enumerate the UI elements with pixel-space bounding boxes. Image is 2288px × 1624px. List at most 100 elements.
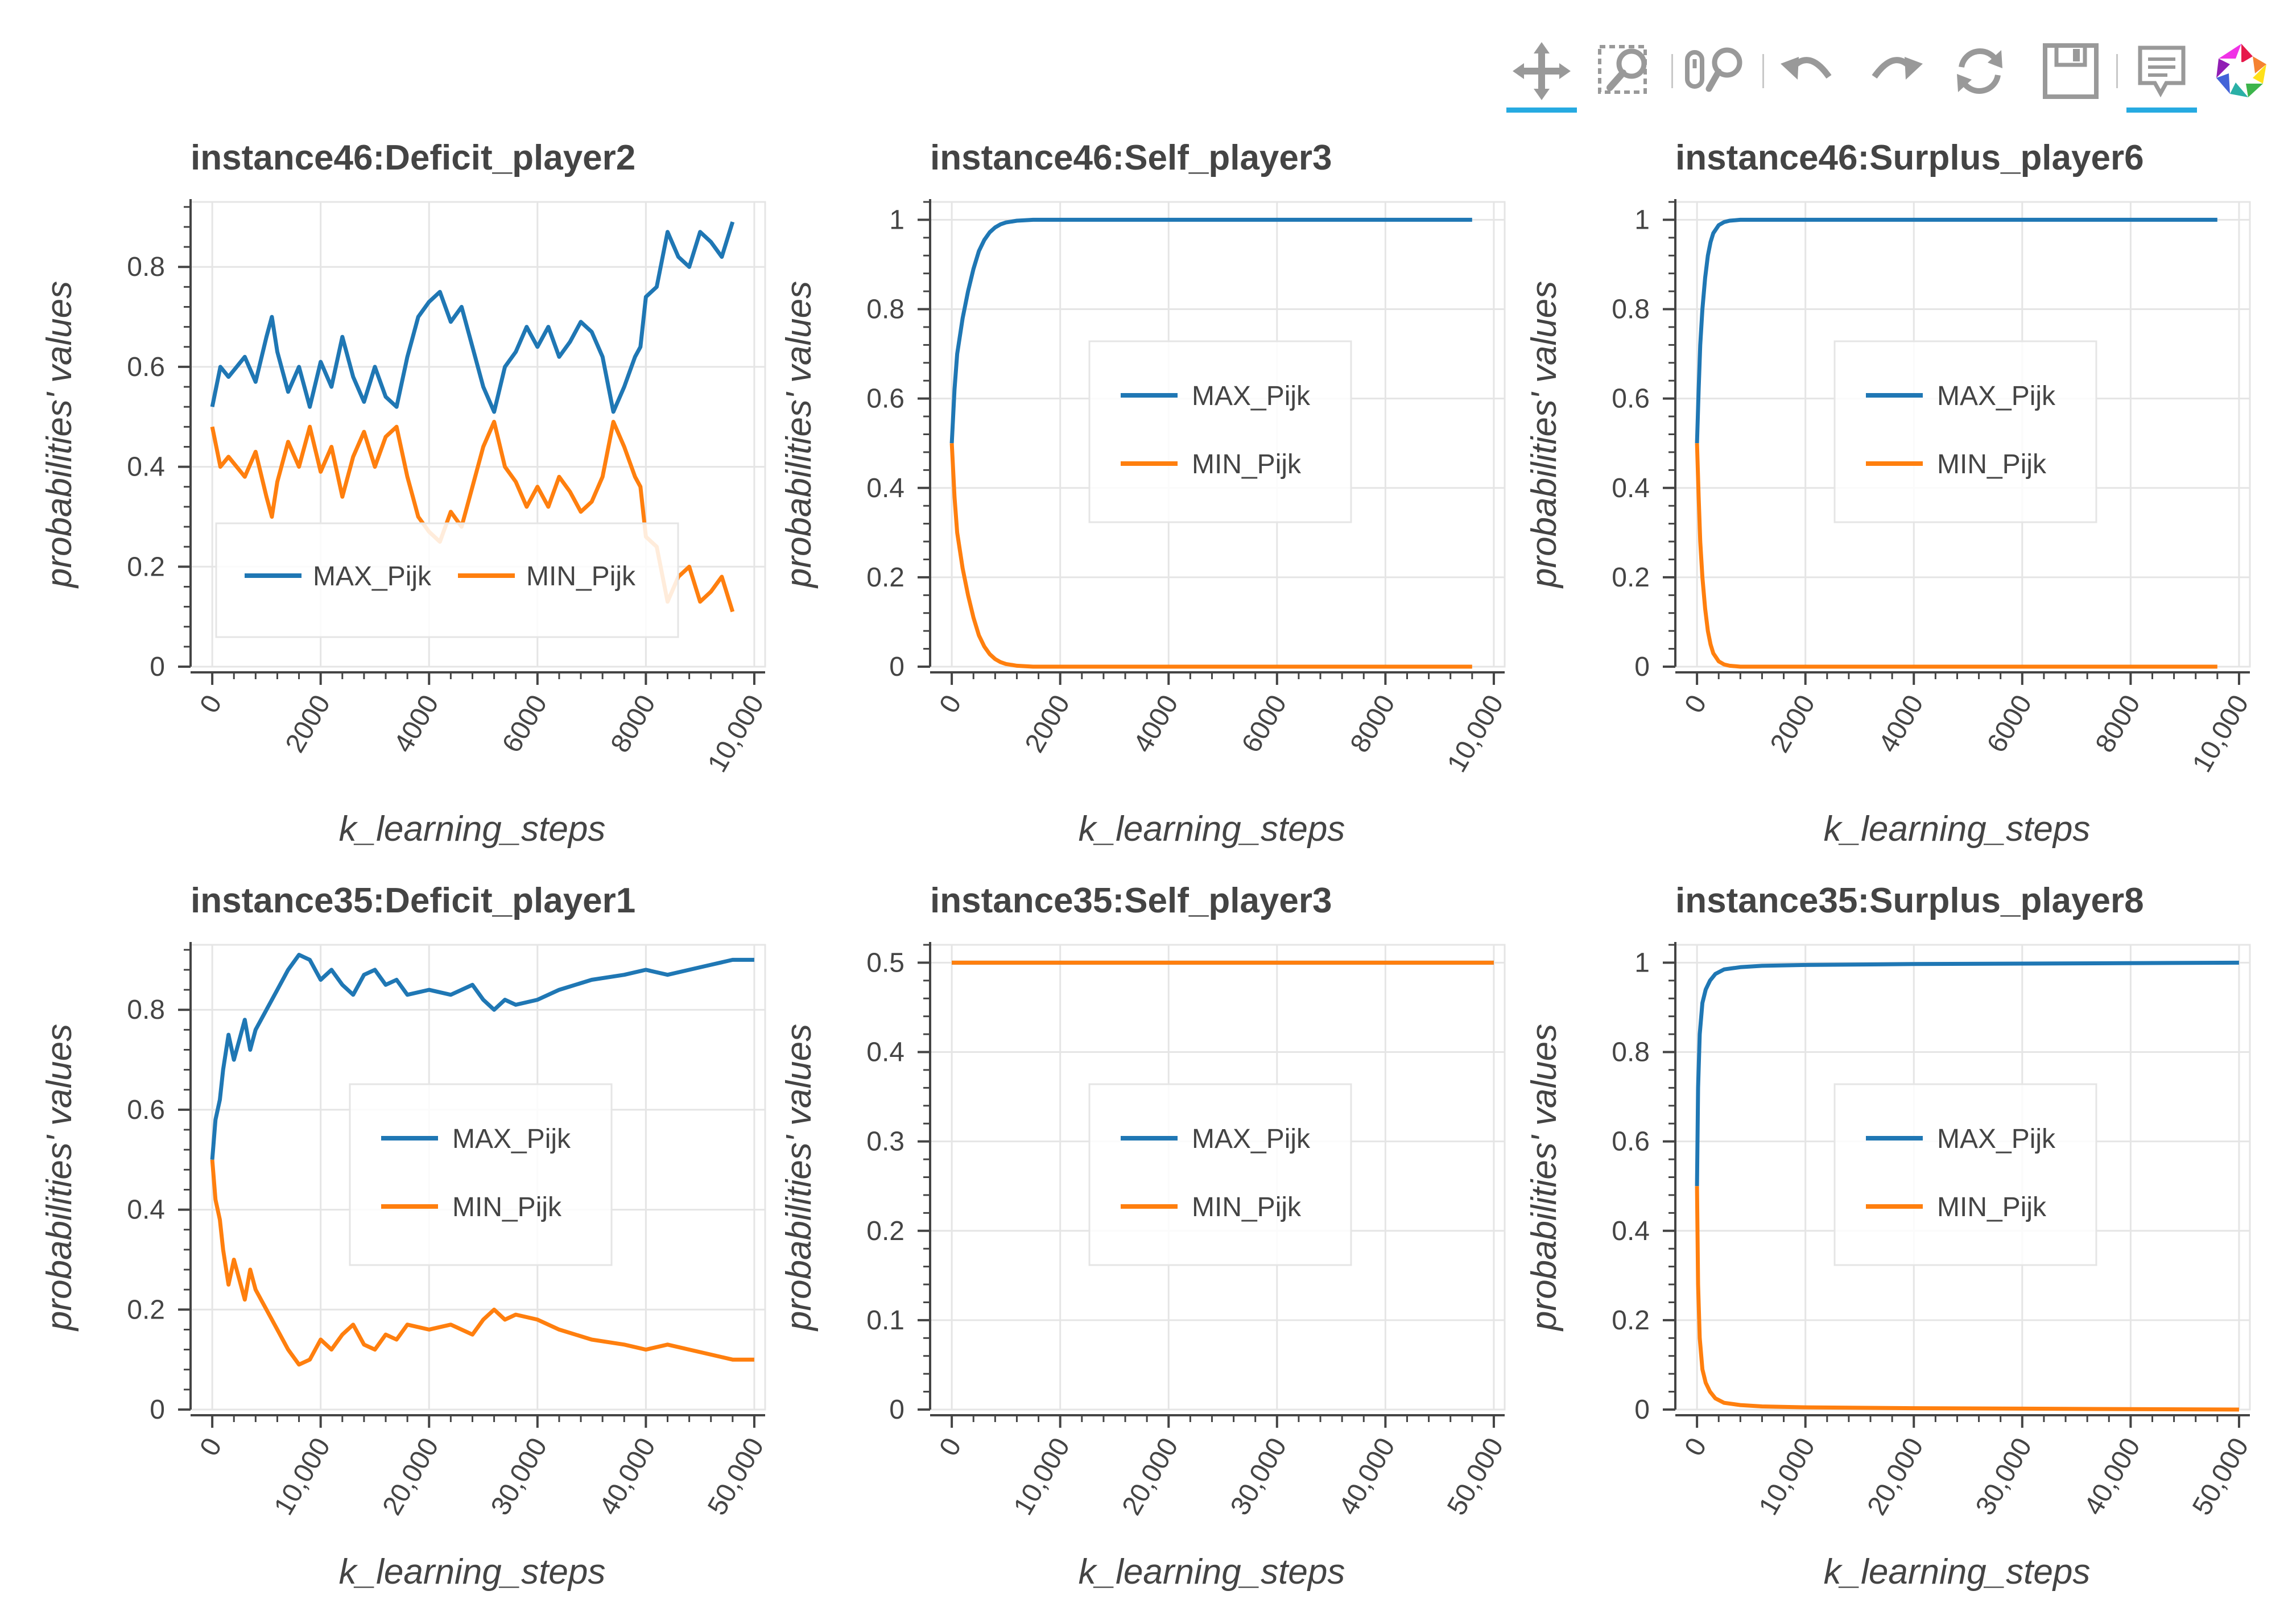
y-tick-label: 0.4	[127, 452, 165, 482]
x-tick-label: 0	[194, 1433, 228, 1461]
x-tick-label: 30,000	[1225, 1433, 1292, 1520]
y-tick-label: 0.8	[1612, 1038, 1650, 1068]
chart-svg: instance35:Deficit_player1 0 0.2 0.4 0.6 0.8 0…	[40, 881, 770, 1592]
series-line-MAX_Pijk	[210, 953, 754, 1160]
legend: MAX_Pijk MIN_Pijk	[1833, 340, 2097, 523]
y-tick-label: 0	[889, 1395, 905, 1425]
legend-label: MIN_Pijk	[1192, 1192, 1302, 1222]
bokeh-toolbar	[1490, 34, 2281, 119]
x-tick-label: 0	[1679, 690, 1712, 718]
x-tick-label: 0	[1679, 1433, 1712, 1461]
x-tick-label: 0	[934, 690, 967, 718]
undo-tool-button[interactable]	[1769, 34, 1849, 108]
reset-icon	[1957, 48, 2002, 94]
legend-label: MAX_Pijk	[1192, 381, 1311, 411]
y-tick-label: 0.2	[866, 1216, 905, 1246]
x-tick-label: 30,000	[485, 1433, 553, 1520]
series-line-MIN_Pijk	[949, 443, 1472, 669]
x-tick-label: 10,000	[1008, 1433, 1076, 1520]
chart-svg: instance46:Deficit_player2 0 0.2 0.4 0.6 0.8 0…	[40, 138, 770, 849]
series-line-MAX_Pijk	[1695, 217, 2217, 444]
series-line-MIN_Pijk	[1695, 1186, 2239, 1412]
y-tick-label: 0.6	[127, 352, 165, 382]
legend-label: MIN_Pijk	[1937, 1192, 2047, 1222]
y-tick-label: 0.4	[1612, 473, 1650, 503]
hover-icon	[2138, 46, 2186, 98]
y-tick-label: 0.2	[866, 563, 905, 593]
y-tick-label: 0.5	[866, 948, 905, 978]
x-tick-label: 30,000	[1970, 1433, 2038, 1520]
undo-icon	[1781, 57, 1832, 80]
legend-label: MAX_Pijk	[452, 1124, 571, 1154]
legend: MAX_Pijk MIN_Pijk	[1088, 340, 1352, 523]
x-tick-label: 50,000	[2187, 1433, 2254, 1520]
y-tick-label: 1	[1634, 948, 1650, 978]
series-line-MIN_Pijk	[210, 1159, 754, 1367]
legend-label: MAX_Pijk	[1937, 381, 2056, 411]
x-tick-label: 20,000	[1861, 1433, 1929, 1520]
chart-title: instance46:Surplus_player6	[1675, 138, 2144, 177]
x-tick-label: 40,000	[594, 1433, 662, 1520]
x-tick-label: 10,000	[269, 1433, 336, 1520]
legend-label: MAX_Pijk	[1937, 1124, 2056, 1154]
y-tick-label: 0	[889, 652, 905, 682]
y-tick-label: 0.1	[866, 1305, 905, 1336]
y-axis-label: probabilities' values	[779, 281, 819, 589]
y-tick-label: 0.8	[866, 295, 905, 325]
chart-svg: instance46:Surplus_player6 0 0.2 0.4 0.6 0.8 1…	[1525, 138, 2254, 849]
hover-tool-button[interactable]	[2122, 34, 2202, 113]
series-line-MIN_Pijk	[1695, 443, 2217, 669]
redo-tool-button[interactable]	[1855, 34, 1934, 108]
x-axis-label: k_learning_steps	[1079, 809, 1345, 849]
y-tick-label: 0.2	[1612, 563, 1650, 593]
y-tick-label: 0.2	[1612, 1305, 1650, 1336]
reset-tool-button[interactable]	[1940, 34, 2019, 108]
y-tick-label: 0.2	[127, 552, 165, 582]
x-tick-label: 0	[934, 1433, 967, 1461]
y-tick-label: 0.6	[127, 1095, 165, 1125]
wheel-zoom-tool-button[interactable]	[1678, 34, 1758, 108]
wheel-zoom-icon	[1685, 47, 1742, 92]
bokeh-logo-icon	[2216, 44, 2266, 97]
y-tick-label: 0.2	[127, 1295, 165, 1325]
x-axis-label: k_learning_steps	[1079, 1552, 1345, 1592]
pan-icon	[1513, 42, 1571, 100]
y-tick-label: 1	[1634, 205, 1650, 235]
legend: MAX_Pijk MIN_Pijk	[349, 1083, 613, 1266]
box-zoom-icon	[1598, 45, 1647, 94]
legend-label: MIN_Pijk	[526, 561, 636, 592]
x-axis-label: k_learning_steps	[1824, 1552, 2091, 1592]
chart-5: instance35:Self_player3 0 0.1 0.2 0.3 0.4 0.5 0…	[740, 743, 1530, 1592]
y-tick-label: 0.6	[1612, 1127, 1650, 1157]
x-axis-label: k_learning_steps	[339, 1552, 606, 1592]
y-tick-label: 0	[150, 1395, 165, 1425]
redo-icon	[1872, 57, 1923, 80]
pan-tool-button[interactable]	[1502, 34, 1581, 113]
y-tick-label: 0	[1634, 1395, 1650, 1425]
chart-svg: instance35:Surplus_player8 0 0.2 0.4 0.6 0.8 1…	[1525, 881, 2254, 1592]
chart-6: instance35:Surplus_player8 0 0.2 0.4 0.6 0.8 1…	[1485, 743, 2275, 1592]
y-axis-label: probabilities' values	[1525, 1024, 1564, 1332]
legend: MAX_Pijk MIN_Pijk	[1088, 1083, 1352, 1266]
chart-1: instance46:Deficit_player2 0 0.2 0.4 0.6 0.8 0…	[0, 0, 791, 849]
x-tick-label: 40,000	[1333, 1433, 1401, 1520]
y-tick-label: 0.8	[127, 995, 165, 1025]
series-line-MAX_Pijk	[210, 221, 735, 414]
chart-4: instance35:Deficit_player1 0 0.2 0.4 0.6 0.8 0…	[0, 743, 791, 1592]
y-tick-label: 0.6	[866, 384, 905, 414]
series-line-MAX_Pijk	[1695, 960, 2239, 1187]
box-zoom-tool-button[interactable]	[1587, 34, 1667, 108]
x-tick-label: 20,000	[1116, 1433, 1184, 1520]
y-tick-label: 0.8	[127, 252, 165, 282]
legend-label: MIN_Pijk	[1192, 449, 1302, 480]
legend-label: MAX_Pijk	[313, 561, 432, 592]
y-tick-label: 0.3	[866, 1127, 905, 1157]
series-line-MAX_Pijk	[949, 217, 1472, 444]
y-tick-label: 0.4	[866, 1038, 905, 1068]
save-tool-button[interactable]	[2031, 34, 2111, 108]
legend-label: MIN_Pijk	[452, 1192, 562, 1222]
legend: MAX_Pijk MIN_Pijk	[215, 522, 679, 638]
bokeh-logo[interactable]	[2202, 34, 2281, 108]
x-tick-label: 20,000	[377, 1433, 444, 1520]
